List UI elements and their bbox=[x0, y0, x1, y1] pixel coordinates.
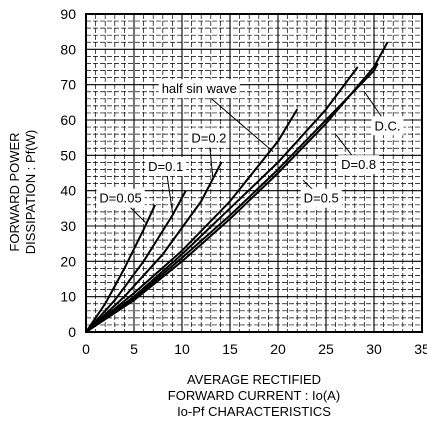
y-tick-label: 0 bbox=[68, 324, 76, 340]
series-line-d-0-1 bbox=[86, 190, 187, 332]
annotation-background bbox=[96, 188, 145, 208]
annotation-d-0-05: D=0.05 bbox=[96, 188, 146, 223]
annotation-d-c-: D.C. bbox=[363, 91, 404, 136]
x-tick-label: 20 bbox=[270, 341, 286, 357]
x-tick-label: 30 bbox=[366, 341, 382, 357]
annotation-half-sin-wave: half sin wave bbox=[158, 79, 274, 153]
y-tick-label: 70 bbox=[60, 77, 76, 93]
annotation-background bbox=[371, 116, 404, 136]
annotation-d-0-1: D=0.1 bbox=[145, 156, 187, 212]
annotation-text: D.C. bbox=[374, 118, 400, 133]
x-tick-label: 35 bbox=[414, 341, 427, 357]
y-tick-label: 40 bbox=[60, 183, 76, 199]
x-tick-labels: 0 5 10 15 20 25 30 35 bbox=[82, 341, 427, 357]
x-tick-label: 10 bbox=[174, 341, 190, 357]
annotation-background bbox=[158, 79, 240, 99]
annotation-text: D=0.1 bbox=[148, 159, 183, 174]
x-tick-label: 25 bbox=[318, 341, 334, 357]
annotation-background bbox=[300, 188, 342, 208]
x-axis-label: AVERAGE RECTIFIED FORWARD CURRENT : Io(A… bbox=[86, 372, 422, 420]
x-tick-label: 5 bbox=[130, 341, 138, 357]
annotation-text: D=0.05 bbox=[99, 191, 141, 206]
annotation-background bbox=[188, 128, 230, 148]
x-tick-label: 15 bbox=[222, 341, 238, 357]
y-tick-label: 30 bbox=[60, 218, 76, 234]
y-tick-labels: 0 10 20 30 40 50 60 70 80 90 bbox=[60, 6, 76, 340]
series-line-d-0-2 bbox=[86, 161, 223, 332]
y-tick-label: 60 bbox=[60, 112, 76, 128]
series-line-d-0-5 bbox=[86, 66, 359, 332]
annotation-leader-line bbox=[198, 87, 274, 153]
chart-caption: Io-Pf CHARACTERISTICS bbox=[177, 404, 331, 419]
x-axis-label-line-2: FORWARD CURRENT : Io(A) bbox=[167, 388, 341, 403]
annotation-d-0-5: D=0.5 bbox=[300, 179, 342, 208]
plot-area-frame bbox=[85, 13, 423, 333]
y-tick-label: 20 bbox=[60, 253, 76, 269]
annotation-text: D=0.2 bbox=[191, 131, 226, 146]
annotation-d-0-8: D=0.8 bbox=[335, 133, 380, 175]
y-tick-label: 80 bbox=[60, 41, 76, 57]
y-tick-label: 90 bbox=[60, 6, 76, 22]
annotation-d-0-2: D=0.2 bbox=[188, 128, 230, 177]
annotation-background bbox=[338, 155, 380, 175]
series-line-d-c- bbox=[86, 41, 389, 332]
series-line-d-0-8 bbox=[86, 62, 379, 332]
y-tick-label: 10 bbox=[60, 289, 76, 305]
series-line-d-0-05 bbox=[86, 204, 157, 332]
y-axis-label: FORWARD POWER DISSIPATION : Pf(W) bbox=[7, 127, 39, 257]
curves bbox=[86, 41, 389, 332]
series-line-half-sin-wave bbox=[86, 108, 299, 332]
annotations: half sin wave D=0.2 D=0.1 D=0.05 D.C. D=0.8 D=… bbox=[96, 79, 404, 223]
x-tick-label: 0 bbox=[82, 341, 90, 357]
annotation-text: D=0.8 bbox=[341, 157, 376, 172]
y-tick-label: 50 bbox=[60, 147, 76, 163]
x-axis-label-line-1: AVERAGE RECTIFIED bbox=[186, 372, 322, 387]
annotation-text: D=0.5 bbox=[304, 191, 339, 206]
y-axis-label-line-2: DISSIPATION : Pf(W) bbox=[23, 129, 38, 255]
y-axis-label-line-1: FORWARD POWER bbox=[7, 132, 22, 252]
annotation-text: half sin wave bbox=[162, 81, 237, 96]
annotation-background bbox=[145, 156, 187, 176]
